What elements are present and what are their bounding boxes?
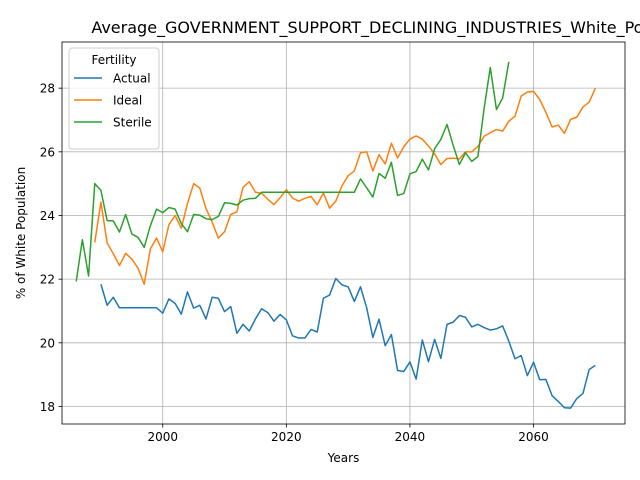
legend-label-ideal: Ideal [113,94,142,108]
y-tick-label: 28 [40,82,55,96]
x-tick-label: 2040 [395,430,426,444]
x-tick-label: 2020 [271,430,302,444]
y-tick-label: 18 [40,400,55,414]
plot-frame [61,41,626,425]
series-line-ideal [94,87,597,285]
series-line-sterile [75,61,510,282]
y-tick-label: 20 [40,336,55,350]
x-tick-label: 2060 [518,430,549,444]
x-tick-label: 2000 [147,430,178,444]
chart-title: Average_GOVERNMENT_SUPPORT_DECLINING_IND… [91,18,640,38]
grid-layer [62,42,625,424]
legend-box [68,47,160,150]
tick-layer: 2000 2020 2040 2060 18 20 22 24 26 28 [40,82,549,444]
y-tick-label: 24 [40,209,55,223]
x-axis-label: Years [327,451,360,465]
y-axis-label: % of White Population [14,167,28,299]
y-tick-label: 22 [40,273,55,287]
legend-title: Fertility [91,53,136,67]
legend-label-actual: Actual [113,72,151,86]
legend-label-sterile: Sterile [113,116,152,130]
series-layer [75,61,597,409]
y-tick-label: 26 [40,145,55,159]
series-line-actual [100,277,596,409]
legend: Fertility Actual Ideal Sterile [68,47,160,150]
